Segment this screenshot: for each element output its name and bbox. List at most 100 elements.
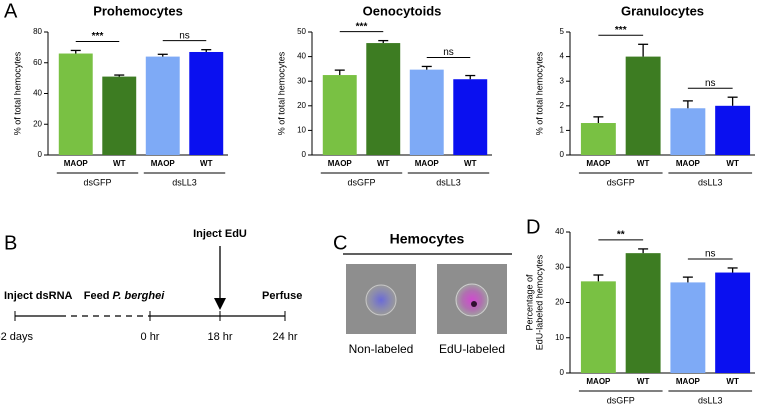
group-label: dsGFP xyxy=(607,395,635,404)
y-axis-label: Percentage of xyxy=(524,274,534,331)
bar xyxy=(715,272,751,373)
bar xyxy=(715,105,751,155)
group-label: dsGFP xyxy=(607,177,635,187)
event-time: 24 hr xyxy=(272,331,297,343)
significance-label: *** xyxy=(615,25,627,36)
y-tick-label: 30 xyxy=(297,76,306,85)
event-time: -2 days xyxy=(0,331,34,343)
event-species: P. berghei xyxy=(112,290,165,302)
bar xyxy=(102,76,137,155)
y-tick-label: 40 xyxy=(33,89,42,98)
bar xyxy=(409,69,444,155)
y-axis-label: EdU-labeled hemocytes xyxy=(534,254,544,350)
event-label: Inject dsRNA xyxy=(4,290,73,302)
bar xyxy=(366,43,401,155)
event-label: Feed P. berghei xyxy=(84,290,165,302)
bar xyxy=(625,56,661,155)
y-tick-label: 50 xyxy=(297,27,306,36)
x-tick-label: MAOP xyxy=(328,159,353,168)
x-tick-label: WT xyxy=(464,159,477,168)
y-tick-label: 10 xyxy=(555,333,564,342)
significance-label: ns xyxy=(443,47,454,58)
y-tick-label: 5 xyxy=(560,27,565,36)
bar xyxy=(670,282,706,373)
bar xyxy=(58,53,93,155)
timeline: Inject dsRNA -2 days Feed P. berghei 0 h… xyxy=(0,228,302,343)
significance-label: *** xyxy=(92,31,104,42)
image-label: EdU-labeled xyxy=(439,342,505,356)
y-axis-label: % of total hemocytes xyxy=(12,51,22,135)
event-time: 18 hr xyxy=(207,331,232,343)
panel-letter: D xyxy=(526,216,540,238)
y-tick-label: 30 xyxy=(555,262,564,271)
group-label: dsGFP xyxy=(347,177,375,187)
y-tick-label: 20 xyxy=(297,101,306,110)
bar xyxy=(189,51,224,155)
x-tick-label: WT xyxy=(726,377,739,386)
x-tick-label: MAOP xyxy=(151,159,176,168)
x-tick-label: MAOP xyxy=(676,377,701,386)
bar xyxy=(145,56,180,155)
x-tick-label: WT xyxy=(637,159,650,168)
x-tick-label: WT xyxy=(377,159,390,168)
chart-title: Prohemocytes xyxy=(93,3,183,18)
bar xyxy=(625,253,661,373)
event-label: Feed xyxy=(84,290,110,302)
chart-title: Oenocytoids xyxy=(363,3,442,18)
y-tick-label: 20 xyxy=(555,298,564,307)
x-tick-label: MAOP xyxy=(64,159,89,168)
y-tick-label: 0 xyxy=(560,368,565,377)
bar xyxy=(580,123,616,155)
image-label: Non-labeled xyxy=(349,342,414,356)
x-tick-label: WT xyxy=(113,159,126,168)
y-tick-label: 10 xyxy=(297,126,306,135)
y-axis-label: % of total hemocytes xyxy=(276,51,286,135)
significance-label: ** xyxy=(617,230,625,241)
bar xyxy=(322,75,357,155)
x-tick-label: MAOP xyxy=(586,159,611,168)
x-tick-label: WT xyxy=(200,159,213,168)
y-tick-label: 80 xyxy=(33,27,42,36)
cell xyxy=(455,283,489,317)
event-time: 0 hr xyxy=(141,331,160,343)
y-tick-label: 0 xyxy=(560,150,565,159)
cell xyxy=(365,284,397,316)
x-tick-label: MAOP xyxy=(676,159,701,168)
nucleus-spot xyxy=(471,301,477,307)
y-tick-label: 40 xyxy=(297,52,306,61)
panel-letter: C xyxy=(333,232,347,254)
y-tick-label: 0 xyxy=(38,150,43,159)
x-tick-label: MAOP xyxy=(586,377,611,386)
group-label: dsLL3 xyxy=(172,177,197,187)
y-tick-label: 2 xyxy=(560,101,565,110)
panel-letter: B xyxy=(4,232,17,254)
significance-label: ns xyxy=(179,30,190,41)
event-label: Inject EdU xyxy=(193,228,247,240)
y-tick-label: 60 xyxy=(33,58,42,67)
y-tick-label: 4 xyxy=(560,52,565,61)
y-tick-label: 0 xyxy=(302,150,307,159)
significance-label: ns xyxy=(705,78,716,89)
bar xyxy=(670,108,706,155)
x-tick-label: WT xyxy=(637,377,650,386)
y-tick-label: 20 xyxy=(33,119,42,128)
bar xyxy=(453,79,488,155)
y-tick-label: 40 xyxy=(555,227,564,236)
arrowhead xyxy=(214,298,226,310)
panel-letter: A xyxy=(4,0,18,22)
group-label: dsLL3 xyxy=(436,177,461,187)
significance-label: ns xyxy=(705,249,716,260)
chart-title: Granulocytes xyxy=(621,3,704,18)
event-label: Perfuse xyxy=(262,290,302,302)
y-tick-label: 1 xyxy=(560,126,565,135)
group-label: dsGFP xyxy=(83,177,111,187)
significance-label: *** xyxy=(356,21,368,32)
group-label: dsLL3 xyxy=(698,177,723,187)
images-title: Hemocytes xyxy=(390,231,465,247)
bar xyxy=(580,281,616,373)
x-tick-label: MAOP xyxy=(415,159,440,168)
y-tick-label: 3 xyxy=(560,76,565,85)
x-tick-label: WT xyxy=(726,159,739,168)
y-axis-label: % of total hemocytes xyxy=(534,51,544,135)
